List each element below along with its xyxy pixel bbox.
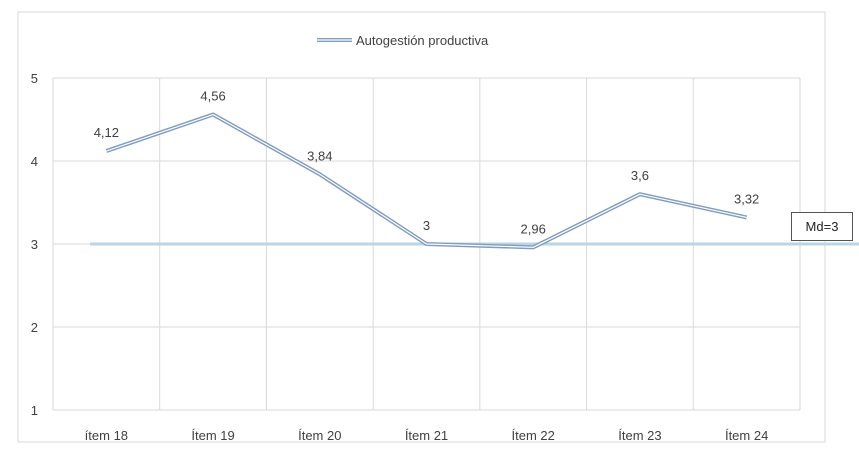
data-label-1: 4,12 <box>94 125 119 140</box>
y-tick-label-2: 2 <box>31 320 38 335</box>
x-tick-label-7: Ítem 24 <box>725 428 768 443</box>
y-tick-label-3: 3 <box>31 237 38 252</box>
data-label-layer: 4,12 4,56 3,84 3 2,96 3,6 3,32 <box>94 89 760 237</box>
data-label-5: 2,96 <box>521 221 546 236</box>
x-tick-label-3: Ítem 20 <box>298 428 341 443</box>
median-annotation-box: Md=3 <box>791 212 853 241</box>
y-tick-label-4: 4 <box>31 154 38 169</box>
series-layer <box>105 112 748 250</box>
data-label-7: 3,32 <box>734 191 759 206</box>
legend-label: Autogestión productiva <box>356 33 489 48</box>
x-tick-label-6: Ítem 23 <box>618 428 661 443</box>
plot-frame <box>17 11 826 443</box>
series-line-highlight <box>106 113 747 248</box>
x-tick-label-1: ítem 18 <box>85 428 128 443</box>
legend: Autogestión productiva <box>317 33 489 48</box>
x-tick-label-4: Ítem 21 <box>405 428 448 443</box>
data-label-6: 3,6 <box>631 168 649 183</box>
data-label-2: 4,56 <box>200 89 225 104</box>
data-label-3: 3,84 <box>307 148 332 163</box>
y-tick-label-1: 1 <box>31 403 38 418</box>
x-tick-label-5: Ítem 22 <box>512 428 555 443</box>
y-tick-label-5: 5 <box>31 71 38 86</box>
tick-label-layer: 1 2 3 4 5 ítem 18 Ítem 19 Ítem 20 Ítem 21 Ítem 22… <box>31 71 769 443</box>
data-label-4: 3 <box>423 218 430 233</box>
x-tick-label-2: Ítem 19 <box>191 428 234 443</box>
